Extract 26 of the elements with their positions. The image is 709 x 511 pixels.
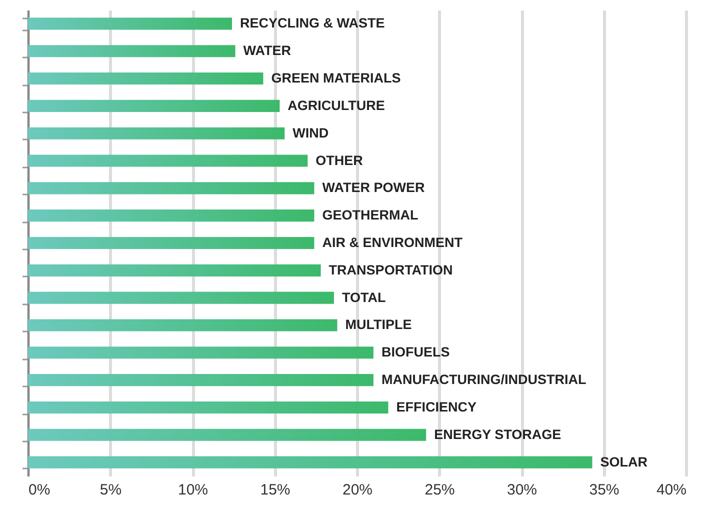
y-tick-label: BIOFUELS xyxy=(381,344,450,360)
y-tick-label: WATER POWER xyxy=(322,180,425,196)
y-tick-label: RECYCLING & WASTE xyxy=(240,16,385,31)
x-tick-label: 30% xyxy=(506,482,538,498)
y-tick-label: GREEN MATERIALS xyxy=(271,70,401,86)
y-tick-label: TRANSPORTATION xyxy=(328,262,453,278)
y-tick-label: ENERGY STORAGE xyxy=(434,426,562,442)
y-tick-label: MANUFACTURING/INDUSTRIAL xyxy=(381,372,586,388)
y-tick-label: AGRICULTURE xyxy=(288,98,385,113)
x-tick-label: 0% xyxy=(28,482,50,498)
y-tick-label: WATER xyxy=(243,43,292,58)
y-tick-label: TOTAL xyxy=(342,290,386,305)
x-tick-label: 10% xyxy=(178,482,208,498)
y-tick-label: OTHER xyxy=(316,152,364,168)
x-tick-label: 25% xyxy=(424,482,455,498)
y-tick-label: WIND xyxy=(292,125,329,140)
x-tick-label: 35% xyxy=(589,482,620,498)
y-tick-label: MULTIPLE xyxy=(345,317,412,332)
x-tick-label: 40% xyxy=(656,482,686,498)
y-tick-label: EFFICIENCY xyxy=(396,399,477,414)
y-tick-label: GEOTHERMAL xyxy=(322,208,418,223)
x-tick-label: 15% xyxy=(260,482,290,498)
x-tick-label: 20% xyxy=(342,482,373,498)
y-tick-label: SOLAR xyxy=(600,454,648,470)
x-tick-label: 5% xyxy=(100,482,122,498)
y-tick-label: AIR & ENVIRONMENT xyxy=(322,235,464,250)
